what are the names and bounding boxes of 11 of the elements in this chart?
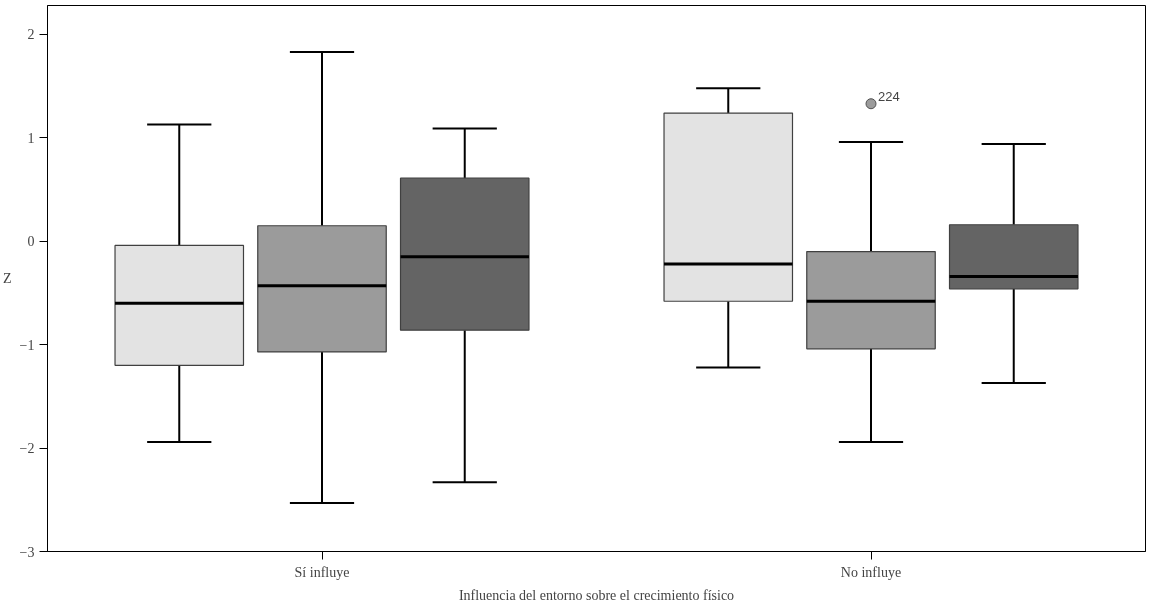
y-tick-label: 2 — [27, 27, 35, 43]
annotation: 224 — [878, 88, 900, 104]
x-tick-label: No influye — [840, 564, 902, 580]
y-tick-label: 1 — [27, 130, 35, 146]
x-tick-label: Sí influye — [294, 564, 350, 580]
y-tick-label: −3 — [19, 544, 35, 560]
x-axis-title: Influencia del entorno sobre el crecimiento físico — [458, 587, 735, 603]
y-tick-label: −2 — [19, 441, 35, 457]
y-tick-label: −1 — [19, 337, 35, 353]
y-tick-label: 0 — [27, 234, 35, 250]
y-axis-title: Z — [3, 271, 12, 286]
